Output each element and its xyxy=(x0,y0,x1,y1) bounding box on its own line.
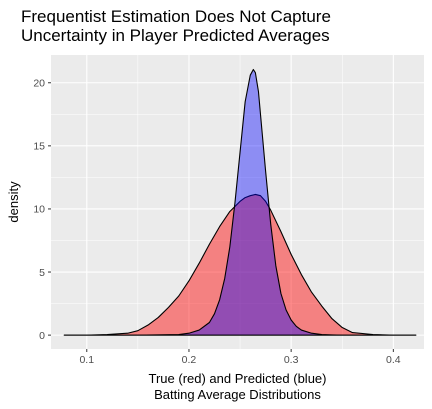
density-area-0 xyxy=(63,193,417,336)
chart-title-line-2: Uncertainty in Player Predicted Averages xyxy=(21,26,330,45)
x-tick-label: 0.2 xyxy=(182,354,197,366)
y-tick-label: 15 xyxy=(33,141,45,153)
plot-panel xyxy=(51,55,424,349)
x-tick-label: 0.4 xyxy=(386,354,401,366)
x-tick-label: 0.3 xyxy=(284,354,299,366)
x-axis-title-line-2: Batting Average Distributions xyxy=(154,387,321,402)
y-axis-title: density xyxy=(6,181,21,223)
chart-title-line-1: Frequentist Estimation Does Not Capture xyxy=(21,7,331,26)
y-tick-label: 5 xyxy=(39,267,45,279)
density-area-1 xyxy=(63,68,417,336)
y-tick-label: 0 xyxy=(39,330,45,342)
x-tick-label: 0.1 xyxy=(79,354,94,366)
x-axis-title-line-1: True (red) and Predicted (blue) xyxy=(149,371,327,386)
y-tick-label: 20 xyxy=(33,78,45,90)
y-tick-label: 10 xyxy=(33,204,45,216)
